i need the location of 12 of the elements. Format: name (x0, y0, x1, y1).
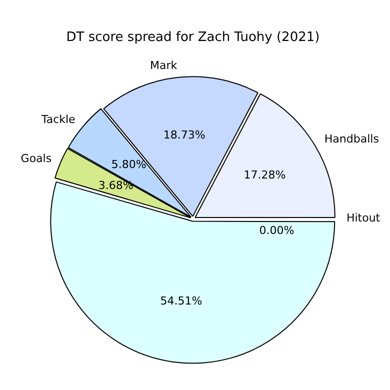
chart-title: DT score spread for Zach Tuohy (2021) (66, 30, 320, 46)
data-label: 18.73% (163, 128, 206, 142)
category-label: Hitout (346, 212, 380, 225)
slice-label: Mark (150, 59, 178, 72)
slice-label: Handballs (324, 132, 380, 146)
data-label: 3.68% (98, 179, 134, 192)
data-label: 54.51% (160, 294, 202, 308)
slice-label: Goals (20, 152, 52, 166)
data-label: 17.28% (244, 168, 286, 182)
data-label: 5.80% (111, 158, 146, 171)
text: 0.00% (259, 224, 294, 238)
slice-label: Tackle (40, 113, 76, 126)
